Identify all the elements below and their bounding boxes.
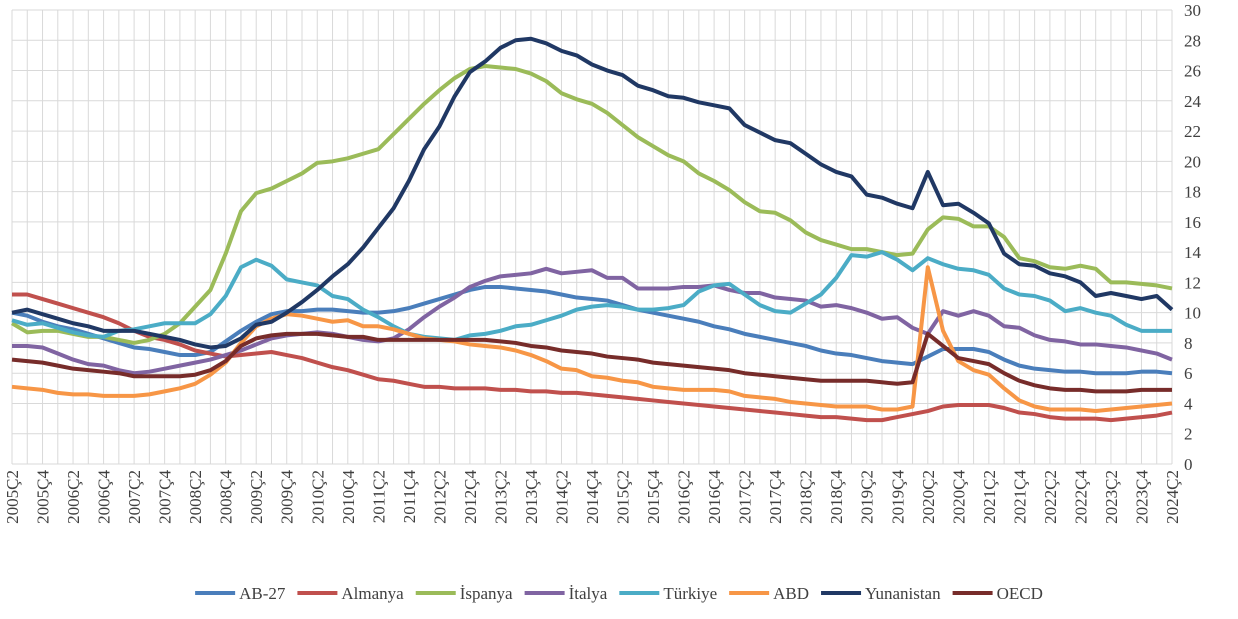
x-tick-label: 2005Ç2 [3,470,22,524]
x-tick-label: 2006Ç4 [95,470,114,524]
series-line [11,331,1172,394]
x-tick-label: 2008Ç4 [217,470,236,524]
legend-label: Almanya [341,584,404,603]
legend-label: Yunanistan [865,584,941,603]
x-tick-label: 2020Ç2 [919,470,938,524]
y-tick-label: 0 [1184,455,1193,474]
x-tick-label: 2019Ç4 [888,470,907,524]
y-tick-label: 24 [1184,92,1202,111]
legend-label: ABD [773,584,809,603]
y-tick-label: 16 [1184,213,1201,232]
y-tick-label: 18 [1184,183,1201,202]
x-tick-label: 2020Ç4 [949,470,968,524]
x-tick-label: 2018Ç2 [797,470,816,524]
series-line [10,63,1173,345]
y-tick-label: 8 [1184,334,1193,353]
y-tick-label: 4 [1184,394,1193,413]
x-tick-label: 2022Ç4 [1071,470,1090,524]
x-tick-label: 2013Ç2 [491,470,510,524]
x-tick-label: 2022Ç2 [1041,470,1060,524]
x-tick-label: 2007Ç4 [156,470,175,524]
series-line [11,36,1174,350]
x-tick-label: 2012Ç4 [461,470,480,524]
x-tick-label: 2014Ç4 [583,470,602,524]
x-tick-label: 2016Ç2 [675,470,694,524]
x-tick-label: 2010Ç4 [339,470,358,524]
y-tick-label: 10 [1184,304,1201,323]
legend: AB-27 Almanya İspanya İtalya Türkiye ABD Yunan… [195,584,1043,603]
y-tick-label: 26 [1184,62,1201,81]
legend-label: Türkiye [663,584,717,603]
x-tick-label: 2016Ç4 [705,470,724,524]
x-tick-label: 2005Ç4 [34,470,53,524]
x-tick-label: 2012Ç2 [430,470,449,524]
y-tick-label: 20 [1184,152,1201,171]
legend-label: AB-27 [239,584,286,603]
x-tick-label: 2023Ç4 [1132,470,1151,524]
x-tick-label: 2021Ç4 [1010,470,1029,524]
legend-label: İtalya [569,584,608,603]
x-tick-label: 2010Ç2 [308,470,327,524]
y-tick-label: 6 [1184,364,1193,383]
y-tick-label: 12 [1184,273,1201,292]
y-tick-label: 14 [1184,243,1202,262]
x-tick-label: 2008Ç2 [186,470,205,524]
x-tick-label: 2017Ç2 [736,470,755,524]
x-tick-label: 2019Ç2 [858,470,877,524]
series-line [12,266,1173,376]
legend-label: OECD [997,584,1043,603]
series-line [11,265,1173,414]
x-tick-label: 2006Ç2 [64,470,83,524]
x-tick-label: 2007Ç2 [125,470,144,524]
y-tick-label: 2 [1184,425,1193,444]
series-line [11,250,1172,342]
x-tick-label: 2018Ç4 [827,470,846,524]
y-tick-label: 28 [1184,31,1201,50]
x-tick-label: 2009Ç4 [278,470,297,524]
x-tick-label: 2015Ç2 [614,470,633,524]
x-tick-label: 2011Ç4 [400,470,419,524]
x-tick-label: 2017Ç4 [766,470,785,524]
x-tick-label: 2015Ç4 [644,470,663,524]
x-tick-label: 2011Ç2 [369,470,388,523]
x-tick-label: 2021Ç2 [980,470,999,524]
x-tick-label: 2024Ç2 [1163,470,1182,524]
series-line [12,292,1173,423]
x-tick-label: 2013Ç4 [522,470,541,524]
x-tick-label: 2023Ç2 [1102,470,1121,524]
y-tick-label: 22 [1184,122,1201,141]
legend-label: İspanya [460,584,513,603]
x-tick-label: 2014Ç2 [552,470,571,524]
x-tick-label: 2009Ç2 [247,470,266,524]
y-tick-label: 30 [1184,1,1201,20]
